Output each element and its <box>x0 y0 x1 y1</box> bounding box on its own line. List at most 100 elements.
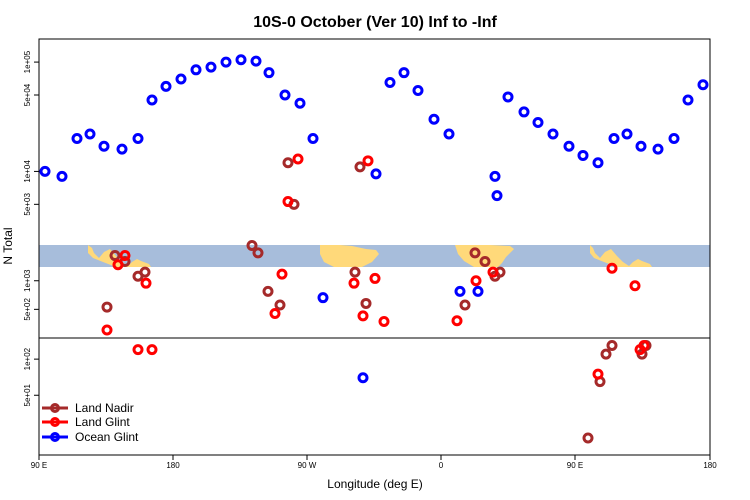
ocean-glint-point <box>307 133 319 145</box>
map-land-south-america <box>320 245 379 267</box>
x-axis-label: Longitude (deg E) <box>327 477 422 491</box>
ocean-glint-point <box>608 133 620 145</box>
legend-marker <box>50 417 60 427</box>
ocean-glint-point <box>635 140 647 152</box>
land-glint-point <box>140 277 152 289</box>
upper-panel-frame <box>38 38 711 339</box>
land-nadir-point <box>246 240 258 252</box>
land-glint-point <box>348 277 360 289</box>
land-glint-point <box>357 310 369 322</box>
ocean-glint-point <box>577 149 589 161</box>
land-nadir-point <box>582 432 594 444</box>
y-tick-label: 1e+05 <box>23 50 32 73</box>
ocean-glint-point <box>668 133 680 145</box>
ocean-glint-point <box>235 54 247 66</box>
land-nadir-point <box>606 339 618 351</box>
y-tick-label: 1e+02 <box>23 347 32 370</box>
y-tick-label: 1e+04 <box>23 160 32 183</box>
ocean-glint-point <box>205 61 217 73</box>
x-axis: 90 E 180 90 W 0 90 E 180 <box>31 455 717 470</box>
legend-marker <box>50 403 60 413</box>
legend-marker <box>50 432 60 442</box>
ocean-glint-point <box>502 91 514 103</box>
world-map-strip <box>39 245 710 267</box>
land-nadir-point <box>349 266 361 278</box>
ocean-glint-point <box>39 165 51 177</box>
legend-entry: Ocean Glint <box>75 430 139 444</box>
ocean-glint-point <box>294 97 306 109</box>
y-tick-label: 5e+01 <box>23 383 32 406</box>
ocean-glint-point <box>250 55 262 67</box>
ocean-glint-point <box>592 157 604 169</box>
x-tick-label: 90 E <box>31 461 47 470</box>
ocean-glint-point <box>71 133 83 145</box>
y-tick-label: 5e+02 <box>23 298 32 321</box>
ocean-glint-point <box>317 292 329 304</box>
legend-entry: Land Nadir <box>75 401 134 415</box>
ocean-glint-point <box>489 170 501 182</box>
land-glint-point <box>132 344 144 356</box>
land-glint-point <box>269 307 281 319</box>
land-nadir-point <box>282 157 294 169</box>
land-glint-point <box>362 155 374 167</box>
land-glint-point <box>592 368 604 380</box>
y-tick-label: 5e+03 <box>23 193 32 216</box>
land-glint-point <box>378 316 390 327</box>
land-glint-point <box>276 268 288 280</box>
ocean-glint-point <box>220 56 232 68</box>
y-tick-label: 1e+03 <box>23 269 32 292</box>
land-glint-point <box>451 315 463 327</box>
ocean-glint-point <box>175 73 187 85</box>
ocean-glint-point <box>532 117 544 129</box>
land-nadir-point <box>109 250 121 262</box>
land-nadir-point <box>262 285 274 297</box>
ocean-glint-point <box>146 94 158 106</box>
ocean-glint-point <box>697 79 709 91</box>
land-glint-point <box>146 344 158 356</box>
land-glint-point <box>119 250 131 262</box>
land-nadir-point <box>360 297 372 309</box>
ocean-glint-point <box>563 140 575 152</box>
land-glint-point <box>282 196 294 208</box>
land-nadir-point <box>479 255 491 267</box>
x-tick-label: 180 <box>703 461 717 470</box>
ocean-glint-point <box>160 80 172 92</box>
map-land-africa <box>455 245 514 267</box>
x-tick-label: 0 <box>439 461 444 470</box>
y-axis-label: N Total <box>1 227 15 264</box>
land-nadir-point <box>101 301 113 313</box>
x-tick-label: 180 <box>166 461 180 470</box>
ocean-glint-point <box>357 372 369 384</box>
land-glint-point <box>101 324 113 336</box>
land-glint-point <box>638 339 650 351</box>
ocean-glint-point <box>621 128 633 140</box>
land-glint-point <box>112 259 124 271</box>
land-glint-point <box>487 266 499 278</box>
x-tick-label: 90 E <box>567 461 583 470</box>
land-nadir-point <box>139 266 151 278</box>
land-glint-point <box>470 275 482 287</box>
ocean-glint-point <box>263 67 275 79</box>
ocean-glint-point <box>428 113 440 125</box>
ocean-glint-point <box>518 106 530 118</box>
data-points <box>39 54 709 444</box>
ocean-glint-point <box>412 84 424 96</box>
land-nadir-point <box>274 299 286 311</box>
ocean-glint-point <box>443 128 455 140</box>
ocean-glint-point <box>56 170 68 182</box>
ocean-glint-point <box>398 67 410 79</box>
lower-panel-frame <box>38 337 711 456</box>
ocean-glint-point <box>84 128 96 140</box>
x-tick-label: 90 W <box>298 461 317 470</box>
land-nadir-point <box>459 299 471 311</box>
ocean-glint-point <box>472 285 484 297</box>
ocean-glint-point <box>652 143 664 155</box>
ocean-glint-point <box>190 64 202 76</box>
land-nadir-point <box>600 348 612 360</box>
ocean-glint-point <box>454 285 466 297</box>
land-glint-point <box>629 280 641 292</box>
land-nadir-point <box>252 247 264 259</box>
y-tick-label: 5e+04 <box>23 83 32 106</box>
